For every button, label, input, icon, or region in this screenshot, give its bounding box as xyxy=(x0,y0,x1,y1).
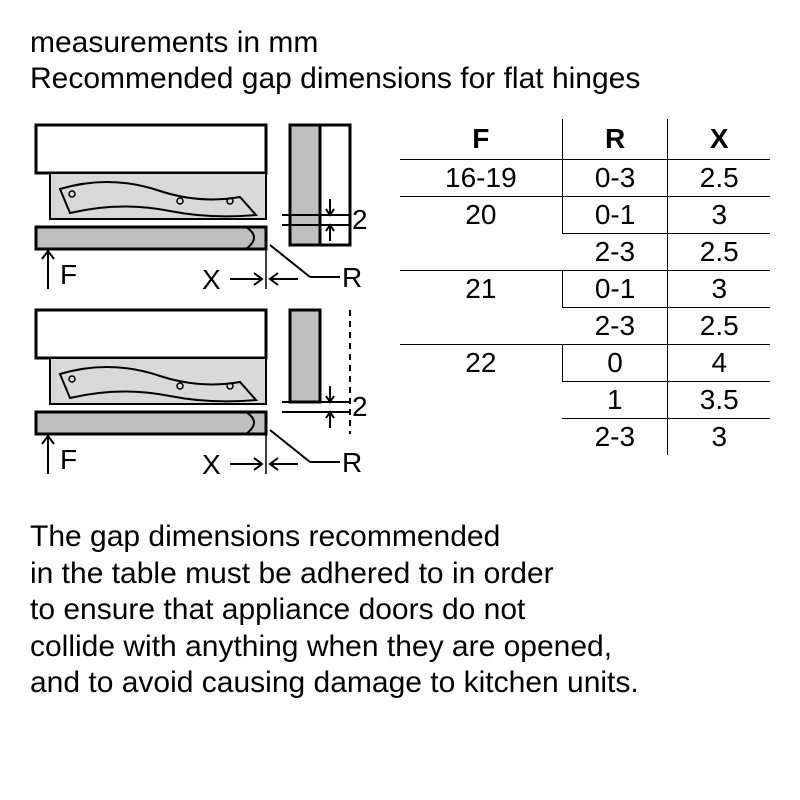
cell-r: 0-3 xyxy=(562,160,668,197)
content-row: 2 F X R xyxy=(30,119,770,489)
table-column: F R X 16-190-32.5200-132-32.5210-132-32.… xyxy=(400,119,770,455)
cell-r: 2-3 xyxy=(562,308,668,345)
footer-line: to ensure that appliance doors do not xyxy=(30,592,770,629)
table-row: 200-13 xyxy=(400,197,770,234)
cell-r: 2-3 xyxy=(562,234,668,271)
table-header-row: F R X xyxy=(400,119,770,160)
cell-r: 1 xyxy=(562,382,668,419)
r-label: R xyxy=(342,262,362,293)
cell-r: 0-1 xyxy=(562,271,668,308)
cell-r: 0-1 xyxy=(562,197,668,234)
diagrams-column: 2 F X R xyxy=(30,119,380,489)
gap-2-label: 2 xyxy=(352,204,368,235)
footer-line: in the table must be adhered to in order xyxy=(30,556,770,593)
footer-text: The gap dimensions recommendedin the tab… xyxy=(30,519,770,702)
x-label-b: X xyxy=(202,449,221,480)
col-header-f: F xyxy=(400,119,562,160)
table-row: 210-13 xyxy=(400,271,770,308)
f-label: F xyxy=(60,259,77,290)
cell-f: 16-19 xyxy=(400,160,562,197)
table-row: 16-190-32.5 xyxy=(400,160,770,197)
cell-x: 2.5 xyxy=(668,160,770,197)
cell-f: 21 xyxy=(400,271,562,345)
cell-x: 3 xyxy=(668,419,770,456)
cell-x: 3.5 xyxy=(668,382,770,419)
hinge-diagram-bottom: 2 F X R xyxy=(30,304,380,489)
cell-x: 2.5 xyxy=(668,308,770,345)
footer-line: collide with anything when they are open… xyxy=(30,629,770,666)
cell-f: 20 xyxy=(400,197,562,271)
header-text: measurements in mm Recommended gap dimen… xyxy=(30,25,770,97)
f-label-b: F xyxy=(60,444,77,475)
footer-line: and to avoid causing damage to kitchen u… xyxy=(30,665,770,702)
x-label: X xyxy=(202,264,221,295)
col-header-r: R xyxy=(562,119,668,160)
cell-x: 3 xyxy=(668,271,770,308)
col-header-x: X xyxy=(668,119,770,160)
footer-line: The gap dimensions recommended xyxy=(30,519,770,556)
cell-r: 0 xyxy=(562,345,668,382)
gap-2-label-b: 2 xyxy=(352,391,368,422)
header-line-1: measurements in mm xyxy=(30,25,770,61)
gap-dimensions-table: F R X 16-190-32.5200-132-32.5210-132-32.… xyxy=(400,119,770,455)
cell-x: 3 xyxy=(668,197,770,234)
cell-x: 2.5 xyxy=(668,234,770,271)
header-line-2: Recommended gap dimensions for flat hing… xyxy=(30,61,770,97)
table-row: 2204 xyxy=(400,345,770,382)
cell-r: 2-3 xyxy=(562,419,668,456)
r-label-b: R xyxy=(342,447,362,478)
cell-f: 22 xyxy=(400,345,562,456)
hinge-diagram-top: 2 F X R xyxy=(30,119,380,304)
cell-x: 4 xyxy=(668,345,770,382)
